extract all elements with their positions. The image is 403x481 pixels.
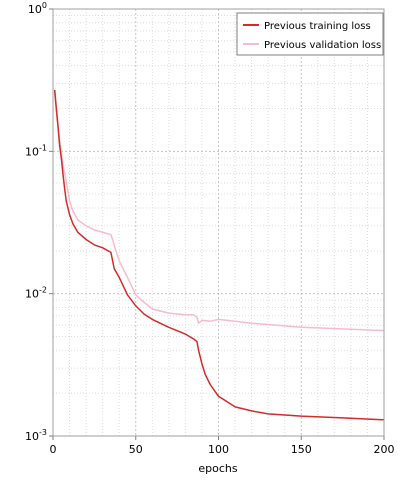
x-tick-label: 150 (291, 443, 312, 456)
x-tick-label: 0 (50, 443, 57, 456)
legend-label: Previous training loss (264, 21, 371, 32)
series-layer (53, 89, 385, 421)
series-line-0 (53, 89, 385, 421)
series-line-1 (53, 92, 385, 332)
y-tick-label: 10-1 (25, 143, 47, 158)
x-axis-ticks: 0 50 100 150 200 (50, 436, 395, 456)
x-tick-label: 100 (208, 443, 229, 456)
x-axis-label: epochs (198, 462, 237, 475)
y-axis-ticks: 100 10-1 10-2 10-3 (25, 1, 53, 443)
legend-box (236, 12, 384, 56)
y-tick-label: 100 (28, 1, 47, 16)
y-tick-label: 10-3 (25, 428, 47, 443)
grid-major (53, 9, 384, 436)
x-tick-label: 200 (374, 443, 395, 456)
x-tick-label: 50 (129, 443, 143, 456)
legend: Previous training loss Previous validatio… (236, 12, 384, 56)
y-tick-label: 10-2 (25, 286, 47, 301)
legend-label: Previous validation loss (264, 40, 381, 51)
